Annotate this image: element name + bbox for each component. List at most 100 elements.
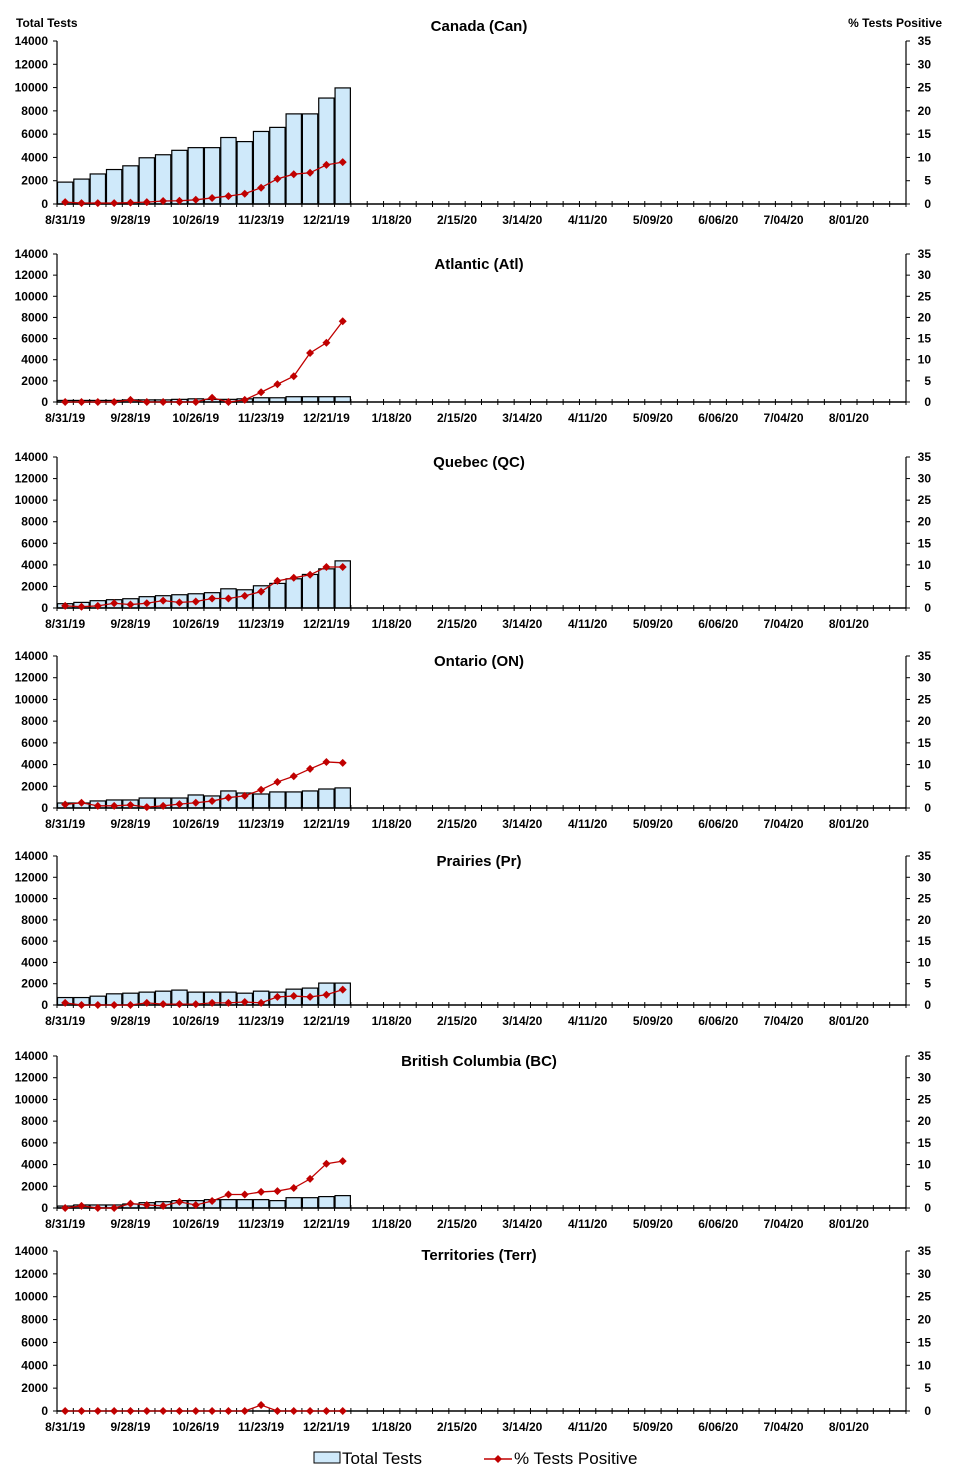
pct-positive-point xyxy=(191,597,200,606)
total-tests-bar xyxy=(269,582,286,609)
pct-positive-point xyxy=(93,1407,102,1415)
left-tick-label: 12000 xyxy=(15,671,49,685)
x-tick-label: 8/01/20 xyxy=(829,213,869,227)
left-tick-label: 14000 xyxy=(15,450,49,464)
right-tick-label: 5 xyxy=(924,779,931,793)
total-tests-bar xyxy=(154,154,172,205)
pct-positive-point xyxy=(224,1190,233,1199)
x-tick-label: 8/31/19 xyxy=(45,1420,85,1434)
left-tick-label: 8000 xyxy=(21,1114,48,1128)
right-tick-label: 5 xyxy=(924,174,931,188)
x-tick-label: 10/26/19 xyxy=(172,1420,219,1434)
x-tick-label: 10/26/19 xyxy=(172,1217,219,1231)
pct-positive-point xyxy=(77,798,86,807)
right-tick-label: 30 xyxy=(918,472,932,486)
right-tick-label: 20 xyxy=(918,515,932,529)
right-tick-label: 15 xyxy=(918,1136,932,1150)
total-tests-bar xyxy=(301,396,319,403)
left-tick-label: 4000 xyxy=(21,1358,48,1372)
pct-positive-point xyxy=(289,170,298,179)
total-tests-bar xyxy=(171,149,188,205)
left-tick-label: 6000 xyxy=(21,934,48,948)
x-tick-label: 4/11/20 xyxy=(568,1217,608,1231)
x-tick-label: 5/09/20 xyxy=(633,411,673,425)
x-tick-label: 1/18/20 xyxy=(372,213,412,227)
x-tick-label: 1/18/20 xyxy=(372,411,412,425)
pct-positive-point xyxy=(306,570,315,579)
pct-positive-point xyxy=(110,1204,119,1212)
x-tick-label: 9/28/19 xyxy=(110,1420,150,1434)
pct-positive-point xyxy=(208,797,217,806)
pct-positive-point xyxy=(208,193,217,202)
left-tick-label: 12000 xyxy=(15,870,49,884)
right-tick-label: 30 xyxy=(918,57,932,71)
right-tick-label: 0 xyxy=(924,801,931,815)
x-tick-label: 4/11/20 xyxy=(568,1420,608,1434)
left-tick-label: 4000 xyxy=(21,150,48,164)
panel-title: Quebec (QC) xyxy=(433,454,525,471)
pct-positive-point xyxy=(240,189,249,198)
x-tick-label: 10/26/19 xyxy=(172,411,219,425)
pct-positive-point xyxy=(240,791,249,800)
right-tick-label: 30 xyxy=(918,671,932,685)
pct-positive-point xyxy=(110,599,119,608)
x-tick-label: 8/01/20 xyxy=(829,617,869,631)
total-tests-bar xyxy=(252,130,270,205)
total-tests-bar xyxy=(138,157,156,205)
right-tick-label: 0 xyxy=(924,1404,931,1418)
right-tick-label: 25 xyxy=(918,1290,932,1304)
pct-positive-point xyxy=(322,757,331,766)
left-tick-label: 12000 xyxy=(15,472,49,486)
pct-positive-point xyxy=(224,1407,233,1415)
right-tick-label: 20 xyxy=(918,714,932,728)
pct-positive-point xyxy=(191,195,200,204)
pct-positive-point xyxy=(175,1000,184,1009)
pct-positive-point xyxy=(322,160,331,169)
x-tick-label: 3/14/20 xyxy=(502,1420,542,1434)
pct-positive-point xyxy=(93,1001,102,1009)
right-tick-label: 0 xyxy=(924,601,931,615)
total-tests-bar xyxy=(236,1199,254,1209)
pct-positive-point xyxy=(338,563,347,572)
total-tests-bar xyxy=(318,1195,335,1209)
total-tests-bar xyxy=(301,573,319,609)
left-tick-label: 0 xyxy=(41,1404,48,1418)
x-tick-label: 1/18/20 xyxy=(372,1217,412,1231)
left-tick-label: 4000 xyxy=(21,758,48,772)
pct-positive-point xyxy=(175,598,184,607)
left-tick-label: 2000 xyxy=(21,374,48,388)
pct-positive-point xyxy=(257,998,266,1007)
right-tick-label: 10 xyxy=(918,1158,932,1172)
pct-positive-point xyxy=(289,1407,298,1415)
pct-positive-point xyxy=(175,1197,184,1206)
pct-positive-point xyxy=(191,1407,200,1415)
left-tick-label: 14000 xyxy=(15,34,49,48)
pct-positive-point xyxy=(93,601,102,610)
x-tick-label: 2/15/20 xyxy=(437,1217,477,1231)
panel-title: Canada (Can) xyxy=(431,18,528,35)
x-tick-label: 7/04/20 xyxy=(764,1014,804,1028)
pct-positive-point xyxy=(208,594,217,603)
pct-positive-point xyxy=(322,990,331,999)
pct-positive-point xyxy=(93,801,102,810)
pct-positive-point xyxy=(208,393,217,402)
x-tick-label: 3/14/20 xyxy=(502,411,542,425)
pct-positive-point xyxy=(110,199,119,208)
right-tick-label: 15 xyxy=(918,127,932,141)
right-tick-label: 20 xyxy=(918,310,932,324)
pct-positive-point xyxy=(142,599,151,608)
right-tick-label: 25 xyxy=(918,289,932,303)
panel-title: British Columbia (BC) xyxy=(401,1053,557,1070)
pct-positive-point xyxy=(273,992,282,1001)
x-tick-label: 1/18/20 xyxy=(372,1420,412,1434)
right-tick-label: 20 xyxy=(918,1313,932,1327)
right-tick-label: 10 xyxy=(918,558,932,572)
legend-line-marker xyxy=(494,1455,502,1463)
left-tick-label: 10000 xyxy=(15,81,49,95)
x-tick-label: 6/06/20 xyxy=(698,411,738,425)
total-tests-bar xyxy=(269,126,286,205)
left-tick-label: 8000 xyxy=(21,1313,48,1327)
x-tick-label: 5/09/20 xyxy=(633,817,673,831)
pct-positive-point xyxy=(257,183,266,192)
